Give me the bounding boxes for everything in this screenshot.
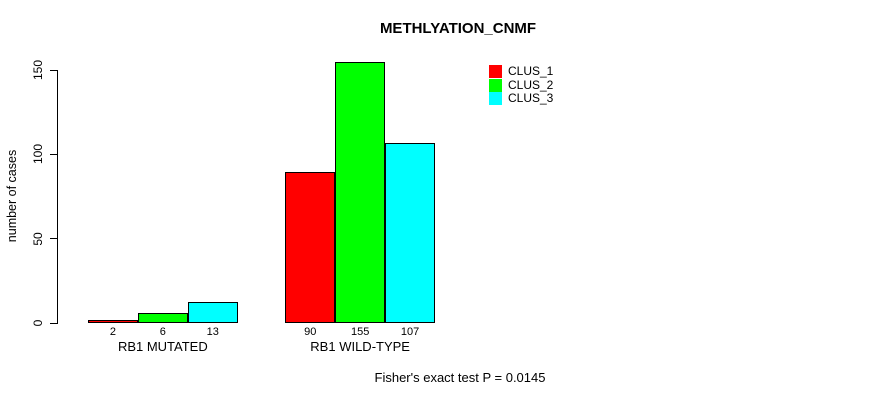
bar-value-label: 155 [350, 326, 370, 338]
legend-swatch-clus-3 [489, 92, 502, 106]
legend-item: CLUS_3 [489, 91, 554, 106]
legend-label: CLUS_1 [508, 64, 554, 78]
bar-value-label: 2 [109, 326, 116, 338]
bar-value-label: 13 [206, 326, 219, 338]
y-axis-label: number of cases [5, 149, 19, 243]
chart-title: METHLYATION_CNMF [379, 20, 537, 37]
y-tick-label: 150 [31, 59, 45, 81]
stats-annotation: Fisher's exact test P = 0.0145 [374, 370, 546, 385]
bar-clus-3-rb1-wild-type [385, 143, 435, 324]
y-axis-line [57, 69, 58, 324]
y-tick [50, 322, 57, 324]
legend-item: CLUS_2 [489, 77, 554, 93]
bar-clus-1-rb1-mutated [88, 320, 138, 324]
y-tick-label: 100 [31, 144, 45, 165]
legend-swatch-clus-1 [489, 65, 502, 79]
y-tick-label: 0 [31, 319, 45, 327]
bar-value-label: 90 [304, 326, 317, 338]
bar-clus-2-rb1-wild-type [335, 62, 386, 324]
y-tick [50, 153, 57, 155]
legend-swatch-clus-2 [489, 78, 502, 92]
bar-value-label: 107 [400, 326, 420, 338]
legend: CLUS_1 CLUS_2 CLUS_3 [489, 64, 554, 106]
y-tick [50, 69, 57, 71]
legend-label: CLUS_2 [508, 77, 554, 92]
category-label-rb1-mutated: RB1 MUTATED [117, 339, 208, 354]
bar-value-label: 6 [159, 326, 166, 338]
y-tick [50, 238, 57, 240]
bar-clus-1-rb1-wild-type [285, 171, 336, 324]
legend-label: CLUS_3 [508, 91, 554, 105]
legend-item: CLUS_1 [489, 64, 554, 79]
bar-clus-2-rb1-mutated [137, 313, 188, 324]
y-tick-label: 50 [31, 231, 45, 246]
category-label-rb1-wild-type: RB1 WILD-TYPE [310, 339, 410, 354]
bar-clus-3-rb1-mutated [187, 301, 238, 324]
